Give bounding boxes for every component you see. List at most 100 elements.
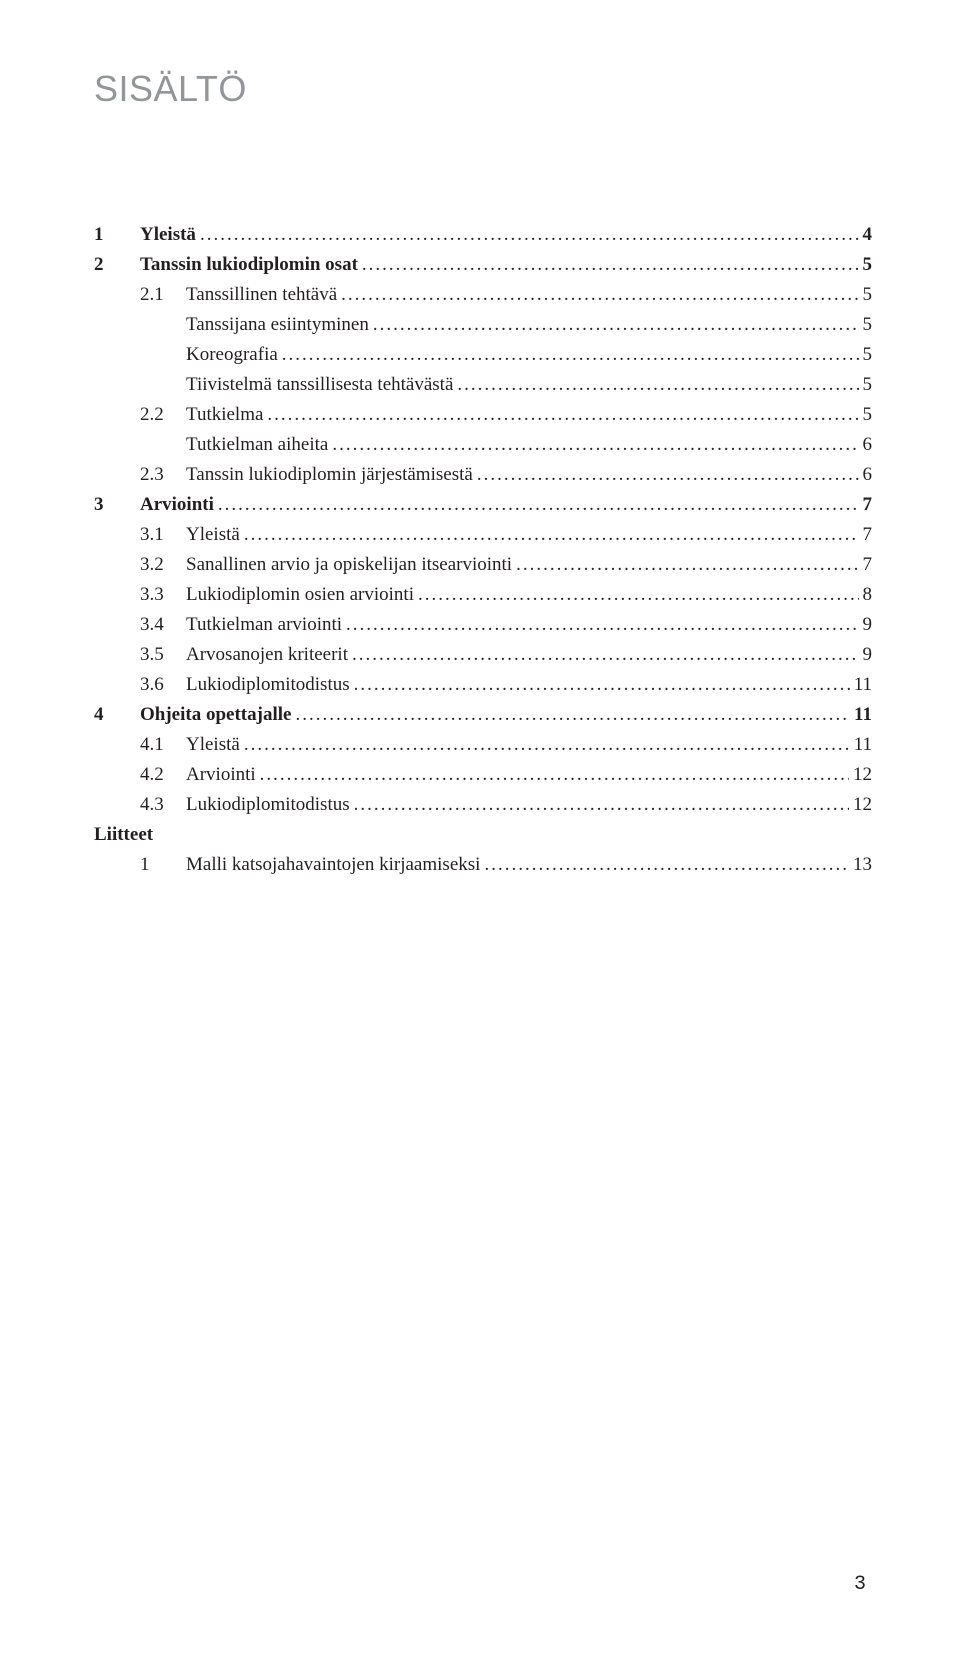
toc-leader	[512, 550, 858, 580]
toc-text: Yleistä	[186, 520, 240, 550]
page-number: 3	[854, 1573, 866, 1596]
toc-row: 3.6Lukiodiplomitodistus 11	[94, 670, 872, 700]
toc-text: Arvosanojen kriteerit	[186, 640, 348, 670]
toc-number: 1	[94, 850, 186, 880]
toc-text: Tanssin lukiodiplomin järjestämisestä	[186, 460, 473, 490]
toc-row: 4Ohjeita opettajalle 11	[94, 700, 872, 730]
toc-leader	[358, 250, 859, 280]
toc-number: 4.3	[94, 790, 186, 820]
toc-text: Tanssillinen tehtävä	[186, 280, 337, 310]
toc-leader	[214, 490, 859, 520]
toc-page: 11	[850, 700, 872, 730]
toc-text: Yleistä	[140, 220, 196, 250]
toc-text: Arviointi	[140, 490, 214, 520]
toc-text: Tanssin lukiodiplomin osat	[140, 250, 358, 280]
toc-row: 1Yleistä 4	[94, 220, 872, 250]
toc-number: 3.1	[94, 520, 186, 550]
toc-row: 1Malli katsojahavaintojen kirjaamiseksi 1…	[94, 850, 872, 880]
toc-row: 3.5Arvosanojen kriteerit 9	[94, 640, 872, 670]
toc-number: 2	[94, 250, 140, 280]
toc-page: 6	[859, 460, 873, 490]
toc-page: 7	[859, 490, 873, 520]
toc-page: 5	[859, 400, 873, 430]
toc-page: 5	[859, 280, 873, 310]
toc-leader	[350, 670, 850, 700]
toc-text: Tutkielman arviointi	[186, 610, 342, 640]
toc-leader	[348, 640, 859, 670]
toc-leader	[278, 340, 859, 370]
page-title: SISÄLTÖ	[94, 68, 247, 110]
toc-number: 3.5	[94, 640, 186, 670]
toc-row: 2.1Tanssillinen tehtävä 5	[94, 280, 872, 310]
toc-leader	[350, 790, 849, 820]
toc-row: Koreografia5	[94, 340, 872, 370]
toc-row: 3.1Yleistä 7	[94, 520, 872, 550]
toc-number: 2.3	[94, 460, 186, 490]
toc-text: Ohjeita opettajalle	[140, 700, 291, 730]
toc-page: 9	[859, 610, 873, 640]
toc-leader	[256, 760, 849, 790]
toc-text: Yleistä	[186, 730, 240, 760]
toc-page: 5	[859, 250, 873, 280]
appendix-block: Liitteet1Malli katsojahavaintojen kirjaa…	[94, 820, 872, 880]
toc-row: Tanssijana esiintyminen 5	[94, 310, 872, 340]
toc-row: Tiivistelmä tanssillisesta tehtävästä 5	[94, 370, 872, 400]
toc-row: 4.2Arviointi12	[94, 760, 872, 790]
appendix-label: Liitteet	[94, 820, 872, 850]
toc-row: Tutkielman aiheita 6	[94, 430, 872, 460]
toc-page: 11	[850, 730, 872, 760]
toc-row: 3.3Lukiodiplomin osien arviointi 8	[94, 580, 872, 610]
toc-row: 3.2Sanallinen arvio ja opiskelijan itsea…	[94, 550, 872, 580]
toc-text: Tutkielman aiheita	[186, 430, 328, 460]
toc-leader	[473, 460, 859, 490]
toc-text: Koreografia	[186, 340, 278, 370]
toc-number: 3.6	[94, 670, 186, 700]
toc-page: 8	[859, 580, 873, 610]
toc-leader	[240, 730, 850, 760]
toc-text: Tiivistelmä tanssillisesta tehtävästä	[186, 370, 453, 400]
toc-page: 11	[850, 670, 872, 700]
toc-leader	[480, 850, 849, 880]
toc-page: 7	[859, 520, 873, 550]
toc-number: 2.1	[94, 280, 186, 310]
toc-number: 1	[94, 220, 140, 250]
toc-leader	[453, 370, 858, 400]
toc-page: 6	[859, 430, 873, 460]
toc-row: 2Tanssin lukiodiplomin osat 5	[94, 250, 872, 280]
toc-text: Tutkielma	[186, 400, 263, 430]
toc-number: 4.2	[94, 760, 186, 790]
toc-number: 4.1	[94, 730, 186, 760]
toc-text: Lukiodiplomin osien arviointi	[186, 580, 414, 610]
toc-number: 3.2	[94, 550, 186, 580]
toc-number: 4	[94, 700, 140, 730]
toc-row: 4.1Yleistä 11	[94, 730, 872, 760]
toc-page: 5	[859, 310, 873, 340]
toc-text: Arviointi	[186, 760, 256, 790]
toc-leader	[291, 700, 850, 730]
toc-leader	[196, 220, 859, 250]
toc-page: 12	[849, 790, 872, 820]
toc-leader	[337, 280, 858, 310]
toc-number: 3.3	[94, 580, 186, 610]
toc-leader	[263, 400, 858, 430]
toc-row: 4.3Lukiodiplomitodistus 12	[94, 790, 872, 820]
toc-page: 4	[859, 220, 873, 250]
toc-text: Lukiodiplomitodistus	[186, 670, 350, 700]
toc-leader	[342, 610, 858, 640]
toc-text: Tanssijana esiintyminen	[186, 310, 369, 340]
toc-row: 2.2Tutkielma5	[94, 400, 872, 430]
toc-leader	[240, 520, 859, 550]
toc-leader	[414, 580, 859, 610]
toc-row: 3Arviointi 7	[94, 490, 872, 520]
toc-leader	[328, 430, 858, 460]
toc-text: Lukiodiplomitodistus	[186, 790, 350, 820]
toc-row: 3.4Tutkielman arviointi 9	[94, 610, 872, 640]
toc-number: 3.4	[94, 610, 186, 640]
toc-leader	[369, 310, 859, 340]
toc-number: 3	[94, 490, 140, 520]
toc-page: 9	[859, 640, 873, 670]
toc-page: 13	[849, 850, 872, 880]
toc-page: 5	[859, 370, 873, 400]
toc-text: Malli katsojahavaintojen kirjaamiseksi	[186, 850, 480, 880]
toc-page: 7	[859, 550, 873, 580]
